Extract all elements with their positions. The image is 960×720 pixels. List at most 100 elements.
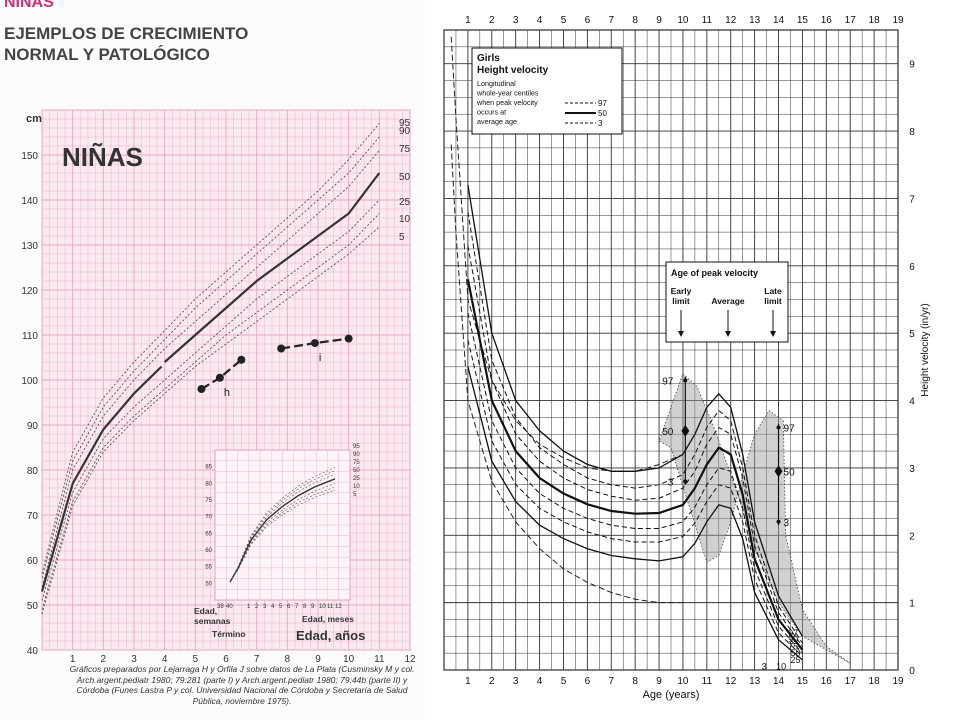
end-centile-label: 50 (790, 648, 800, 658)
inset-y-tick: 60 (205, 548, 212, 554)
x-tick-label: 5 (193, 654, 199, 665)
x-tick-label: 6 (223, 654, 229, 665)
peak-marker-label: 97 (784, 423, 796, 434)
end-centile-label: 3 (762, 662, 767, 672)
x-tick-label-top: 1 (465, 15, 471, 26)
centile-line-50-infant (40, 365, 163, 592)
y-tick-label: 8 (909, 127, 915, 138)
x-tick-label-top: 3 (513, 15, 519, 26)
centile-line-10 (41, 213, 380, 610)
centile-line-25 (467, 312, 803, 654)
x-tick-label-bottom: 10 (677, 676, 689, 687)
inset-centile-line (229, 489, 336, 583)
y-tick-label: 140 (21, 196, 38, 207)
x-tick-label-top: 13 (749, 15, 761, 26)
end-centile-label: 25 (790, 655, 800, 665)
right-page: 97 50 3 97 50 3 97 90 75 50 25 10 3 1 1 2 2 3 3 4 4 5 5 6 6 7 7 8 8 9… (430, 0, 960, 720)
x-tick-label-top: 7 (608, 15, 614, 26)
inset-centile-label: 50 (353, 468, 360, 474)
y-tick-label: 130 (21, 241, 38, 252)
grid-lines (443, 29, 899, 671)
inset-y-tick: 50 (205, 581, 212, 587)
x-tick-label-bottom: 12 (725, 676, 737, 687)
centile-line-10 (467, 339, 803, 657)
y-tick-label: 110 (22, 331, 38, 342)
inset-centile-line (229, 467, 336, 583)
x-tick-label-bottom: 15 (797, 676, 809, 687)
y-tick-label: 40 (27, 646, 39, 657)
inset-centile-line (229, 478, 336, 583)
peak-box-average: Average (711, 296, 745, 306)
centile-label: 75 (399, 144, 411, 155)
page-subtitle-line1: EJEMPLOS DE CRECIMIENTO (4, 24, 249, 43)
inset-centile-label: 90 (353, 452, 360, 458)
patient-point-i (310, 339, 319, 348)
x-tick-label-bottom: 14 (773, 676, 785, 687)
inset-y-tick: 75 (205, 498, 212, 504)
peak-box (665, 261, 789, 343)
legend-entry-label: 50 (598, 109, 607, 118)
peak-box-early-2: limit (672, 296, 690, 306)
patient-point-h (215, 373, 224, 382)
inset-x-tick-week: 38 (217, 604, 224, 610)
x-tick-label-bottom: 19 (892, 676, 904, 687)
x-tick-label-top: 11 (702, 15, 713, 26)
inset-y-tick: 70 (205, 515, 212, 521)
patient-point-i (277, 344, 286, 353)
inset-x-tick-week: 40 (226, 604, 233, 610)
centile-line-90 (467, 211, 803, 644)
chart-credits: Gráficos preparados por Lejarraga H y Or… (69, 664, 415, 706)
x-tick-label: 8 (285, 654, 291, 665)
inset-centile-line (229, 470, 336, 583)
x-tick-label-bottom: 13 (749, 676, 761, 687)
inset-x-tick-month: 7 (295, 604, 299, 610)
x-tick-label-top: 10 (677, 15, 689, 26)
x-tick-label-bottom: 7 (608, 676, 614, 687)
y-tick-label: 7 (909, 194, 915, 205)
centile-line-25 (41, 199, 380, 601)
peak-box-title: Age of peak velocity (671, 268, 758, 278)
y-tick-label: 50 (27, 601, 39, 612)
x-tick-label-bottom: 11 (702, 676, 713, 687)
x-axis-label: Age (years) (643, 689, 700, 701)
x-tick-label: 9 (315, 654, 321, 665)
chart-title: NIÑAS (62, 142, 143, 172)
inset-x-tick-month: 9 (311, 604, 315, 610)
patient-point-h (197, 385, 206, 393)
x-tick-label-top: 8 (632, 15, 638, 26)
inset-x-tick-month: 11 (327, 604, 334, 610)
centile-label: 10 (399, 214, 411, 225)
x-axis-label: Edad, años (296, 628, 365, 643)
x-tick-label: 12 (404, 654, 416, 665)
x-tick-label-top: 14 (773, 15, 785, 26)
x-tick-label-bottom: 18 (869, 676, 881, 687)
end-centile-label: 75 (788, 641, 798, 651)
inset-centile-line (229, 473, 336, 583)
peak-marker-label: 50 (662, 427, 674, 438)
x-tick-label-bottom: 8 (632, 676, 638, 687)
x-tick-label-top: 15 (797, 15, 809, 26)
y-tick-label: 150 (21, 151, 38, 162)
legend-subtitle: Height velocity (477, 65, 549, 76)
centile-label: 50 (399, 172, 411, 183)
inset-centile-label: 25 (353, 476, 360, 482)
inset-centile-label: 75 (353, 460, 360, 466)
x-tick-label-top: 9 (656, 15, 662, 26)
inset-y-tick: 65 (205, 531, 212, 537)
x-tick-label-top: 6 (585, 15, 591, 26)
x-tick-label-top: 18 (869, 15, 881, 26)
inset-x-tick-month: 5 (279, 604, 283, 610)
x-tick-label-bottom: 9 (656, 676, 662, 687)
centile-line-50 (466, 279, 804, 651)
end-centile-label: 90 (788, 635, 798, 645)
y-tick-label: 9 (909, 60, 915, 71)
inset-x-tick-month: 10 (319, 604, 326, 610)
y-tick-label: 80 (27, 466, 39, 477)
inset-centile-line (229, 483, 336, 583)
y-axis-label: cm (26, 113, 42, 125)
centile-line-75 (467, 245, 803, 647)
centile-label: 90 (399, 126, 411, 137)
patient-label: i (319, 352, 321, 364)
inset-xlabel-months: Edad, meses (302, 614, 354, 624)
